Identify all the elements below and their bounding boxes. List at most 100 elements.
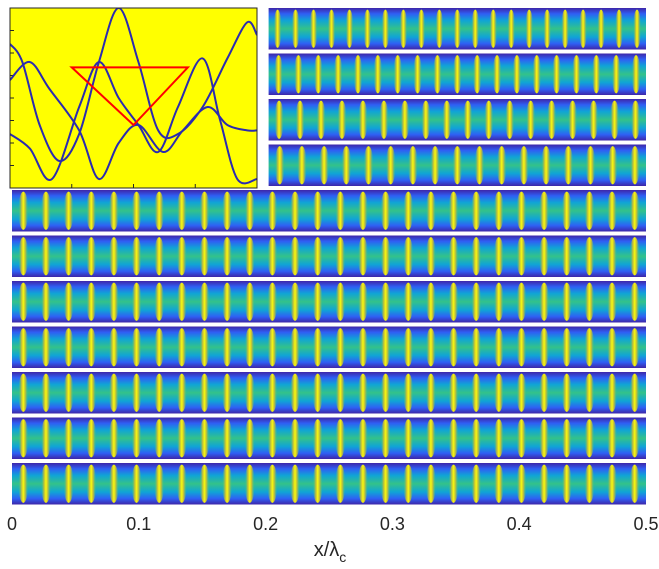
heatmap-stripe: [357, 191, 368, 230]
heatmap-stripe: [607, 373, 618, 412]
heatmap-stripe: [561, 419, 572, 458]
heatmap-stripe: [18, 282, 29, 321]
heatmap-stripe: [86, 282, 97, 321]
heatmap-stripe: [425, 373, 436, 412]
x-axis: 0 0.1 0.2 0.3 0.4 0.5: [7, 514, 659, 534]
heatmap-stripe: [380, 328, 391, 367]
heatmap-stripe: [561, 328, 572, 367]
heatmap-stripe: [448, 191, 459, 230]
heatmap-stripe: [86, 373, 97, 412]
heatmap-stripe: [552, 55, 561, 94]
heatmap-stripe: [312, 464, 323, 503]
heatmap-stripe: [131, 282, 142, 321]
heatmap-stripe: [403, 282, 414, 321]
heatmap-stripe: [471, 191, 482, 230]
heatmap-stripe: [584, 328, 595, 367]
heatmap-stripe: [345, 9, 354, 48]
heatmap-strip-6: [12, 235, 646, 277]
heatmap-stripe: [448, 328, 459, 367]
heatmap-stripe: [547, 100, 557, 139]
heatmap-stripe: [63, 237, 74, 276]
heatmap-stripe: [430, 146, 440, 185]
heatmap-stripe: [40, 191, 51, 230]
heatmap-stripe: [176, 191, 187, 230]
heatmap-stripe: [403, 191, 414, 230]
heatmap-stripe: [471, 237, 482, 276]
heatmap-stripe: [18, 237, 29, 276]
heatmap-stripe: [630, 146, 640, 185]
heatmap-stripe: [403, 328, 414, 367]
heatmap-stripe: [108, 237, 119, 276]
heatmap-stripe: [408, 146, 418, 185]
heatmap-stripe: [380, 464, 391, 503]
heatmap-stripe: [244, 191, 255, 230]
heatmap-stripe: [633, 9, 641, 48]
heatmap-stripe: [572, 55, 581, 94]
heatmap-stripe: [267, 373, 278, 412]
heatmap-stripe: [448, 419, 459, 458]
heatmap-stripe: [267, 237, 278, 276]
heatmap-stripe: [413, 55, 422, 94]
heatmap-stripe: [584, 419, 595, 458]
heatmap-stripe: [516, 328, 527, 367]
inset-ticks: [10, 30, 196, 188]
heatmap-stripe: [403, 237, 414, 276]
heatmap-strip-2: [268, 53, 646, 95]
heatmap-strip-background: [268, 99, 646, 141]
heatmap-stripe: [357, 282, 368, 321]
inset-triangle: [69, 66, 191, 127]
heatmap-strip-1: [268, 8, 646, 50]
heatmap-stripe: [267, 328, 278, 367]
heatmap-stripe: [18, 419, 29, 458]
heatmap-stripe: [492, 55, 502, 94]
heatmap-stripe: [267, 464, 278, 503]
x-tick-label: 0.4: [507, 514, 532, 534]
inset-frame: [9, 7, 258, 189]
heatmap-stripe: [539, 237, 550, 276]
heatmap-stripe: [357, 419, 368, 458]
heatmap-stripe: [516, 419, 527, 458]
heatmap-stripe: [568, 100, 578, 139]
heatmap-stripe: [312, 282, 323, 321]
heatmap-stripe: [539, 282, 550, 321]
heatmap-strip-background: [12, 281, 646, 323]
heatmap-stripe: [154, 373, 165, 412]
heatmap-stripe: [199, 419, 210, 458]
heatmap-stripe: [312, 373, 323, 412]
heatmap-stripe: [40, 282, 51, 321]
heatmap-stripe: [474, 146, 485, 185]
heatmap-stripe: [539, 419, 550, 458]
heatmap-stripe: [63, 373, 74, 412]
heatmap-stripe: [335, 191, 346, 230]
heatmap-stripe: [63, 464, 74, 503]
heatmap-stripe: [291, 9, 300, 48]
heatmap-stripe: [584, 373, 595, 412]
heatmap-stripe: [607, 146, 618, 185]
heatmap-stripe: [400, 100, 410, 139]
heatmap-stripe: [154, 419, 165, 458]
heatmap-stripe: [40, 419, 51, 458]
heatmap-stripe: [131, 419, 142, 458]
heatmap-stripe: [561, 237, 572, 276]
heatmap-stripe: [108, 419, 119, 458]
heatmap-stripe: [539, 328, 550, 367]
heatmap-stripe: [131, 328, 142, 367]
heatmap-stripe: [543, 9, 552, 48]
heatmap-stripe: [357, 328, 368, 367]
heatmap-stripe: [290, 237, 301, 276]
heatmap-strip-10: [12, 417, 646, 459]
heatmap-stripe: [274, 100, 284, 139]
heatmap-stripe: [526, 100, 536, 139]
heatmap-stripe: [335, 373, 346, 412]
heatmap-stripe: [493, 464, 504, 503]
heatmap-stripe: [131, 464, 142, 503]
heatmap-stripe: [131, 237, 142, 276]
heatmap-strip-4: [268, 144, 646, 186]
heatmap-stripe: [393, 55, 403, 94]
inset-curve-1: [10, 8, 257, 163]
heatmap-stripe: [313, 55, 323, 94]
heatmap-stripe: [496, 146, 507, 185]
heatmap-stripe: [380, 419, 391, 458]
heatmap-stripe: [358, 100, 368, 139]
heatmap-stripe: [154, 464, 165, 503]
